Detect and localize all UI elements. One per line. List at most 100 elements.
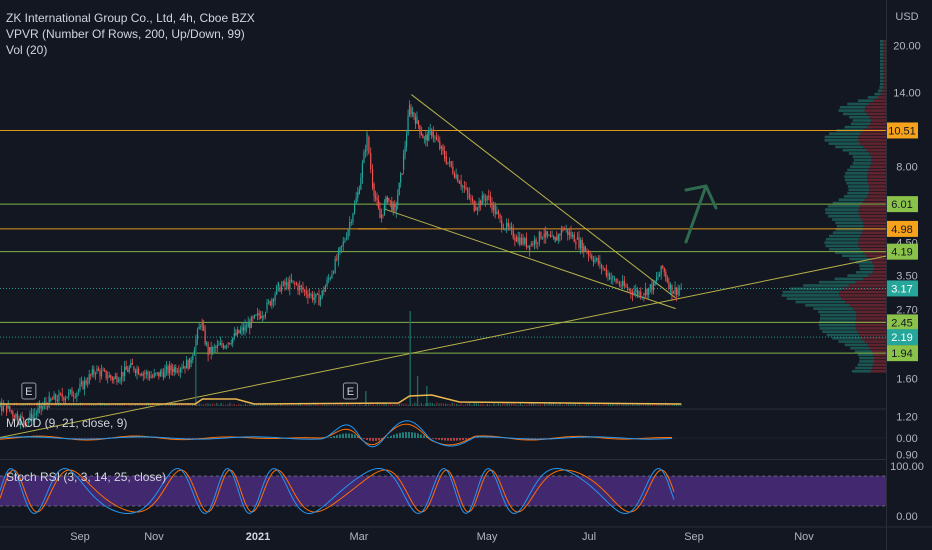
candle-body bbox=[468, 193, 470, 199]
vpvr-row-down bbox=[883, 66, 886, 69]
candle-body bbox=[636, 289, 639, 295]
wedge-lower-line bbox=[383, 208, 676, 310]
volume-bar bbox=[225, 404, 227, 406]
candle-body bbox=[184, 366, 186, 369]
candle-body bbox=[241, 327, 243, 331]
volume-bar bbox=[590, 402, 592, 406]
volume-bar bbox=[236, 404, 238, 406]
price-tag-4.98 bbox=[887, 220, 918, 237]
volume-bar bbox=[524, 404, 526, 406]
volume-bar bbox=[559, 402, 561, 406]
vpvr-row-up bbox=[822, 330, 858, 333]
volume-bar bbox=[0, 404, 2, 406]
candle-body bbox=[347, 229, 349, 238]
candle-body bbox=[470, 198, 472, 199]
candle-body bbox=[638, 291, 640, 295]
volume-bar bbox=[530, 402, 532, 406]
vpvr-row-up bbox=[857, 363, 874, 366]
candle-body bbox=[144, 373, 146, 374]
vpvr-row-down bbox=[883, 46, 886, 50]
candle-body bbox=[556, 237, 558, 241]
candle-body bbox=[264, 313, 266, 317]
candle-body bbox=[51, 398, 54, 400]
candle-body bbox=[581, 240, 583, 252]
volume-bar bbox=[53, 404, 55, 406]
candle-body bbox=[230, 343, 232, 345]
candle-body bbox=[455, 174, 457, 178]
candle-body bbox=[137, 368, 140, 375]
candle-body bbox=[488, 195, 490, 197]
macd-histogram-bar bbox=[438, 438, 440, 440]
volume-bar bbox=[106, 404, 108, 406]
macd-line bbox=[0, 420, 673, 448]
candle-body bbox=[476, 208, 479, 211]
volume-bar bbox=[24, 404, 26, 406]
candle-body bbox=[597, 258, 599, 264]
candle-body bbox=[21, 416, 23, 418]
time-tick-label: Jul bbox=[582, 531, 596, 543]
volume-bar bbox=[643, 403, 645, 406]
candle-body bbox=[426, 134, 428, 141]
vpvr-row-down bbox=[839, 294, 886, 297]
volume-bar bbox=[183, 404, 185, 406]
candle-body bbox=[277, 282, 279, 287]
vpvr-row-down bbox=[880, 92, 886, 96]
candle-body bbox=[607, 273, 609, 276]
candle-body bbox=[236, 329, 238, 336]
macd-histogram-bar bbox=[423, 435, 425, 438]
candle-body bbox=[654, 280, 656, 286]
candle-body bbox=[185, 360, 188, 369]
volume-bar bbox=[110, 404, 112, 406]
candle-body bbox=[617, 282, 619, 284]
volume-bar bbox=[284, 404, 286, 406]
candle-body bbox=[407, 115, 409, 136]
candle-body bbox=[364, 150, 367, 153]
volume-bar bbox=[390, 403, 392, 406]
candle-body bbox=[196, 329, 199, 340]
volume-bars bbox=[0, 311, 682, 406]
candle-body bbox=[131, 363, 133, 365]
volume-bar bbox=[678, 404, 680, 406]
volume-bar bbox=[638, 404, 640, 406]
candle-body bbox=[679, 288, 681, 290]
volume-bar bbox=[218, 404, 220, 406]
macd-histogram-bar bbox=[444, 438, 446, 441]
candle-body bbox=[635, 289, 637, 292]
candle-body bbox=[40, 404, 42, 409]
volume-bar bbox=[335, 403, 337, 406]
volume-bar bbox=[625, 404, 627, 406]
volume-bar bbox=[583, 404, 585, 406]
candle-body bbox=[370, 153, 372, 170]
volume-bar bbox=[412, 403, 414, 406]
candle-body bbox=[32, 415, 34, 421]
volume-bar bbox=[211, 403, 213, 406]
vpvr-row-down bbox=[845, 300, 886, 304]
candle-body bbox=[225, 346, 228, 348]
candle-body bbox=[535, 239, 537, 244]
candle-body bbox=[190, 360, 192, 364]
volume-bar bbox=[288, 404, 290, 406]
volume-bar bbox=[77, 404, 79, 406]
candle-body bbox=[324, 286, 327, 292]
stoch-d-line bbox=[0, 469, 675, 513]
candle-body bbox=[68, 391, 70, 397]
volume-bar bbox=[588, 403, 590, 406]
candle-body bbox=[496, 211, 498, 215]
candle-body bbox=[61, 393, 63, 398]
candle-body bbox=[514, 238, 516, 241]
candle-body bbox=[94, 374, 96, 375]
vpvr-profile bbox=[781, 40, 886, 373]
volume-bar bbox=[550, 403, 552, 406]
candle-body bbox=[602, 267, 604, 269]
candle-body bbox=[100, 370, 103, 377]
macd-histogram-bar bbox=[348, 433, 350, 438]
volume-bar bbox=[414, 402, 416, 406]
volume-bar bbox=[438, 403, 440, 406]
macd-histogram-bar bbox=[342, 433, 344, 438]
candle-body bbox=[379, 208, 381, 219]
vpvr-row-up bbox=[829, 247, 861, 251]
vpvr-row-up bbox=[832, 337, 862, 340]
stoch-k-line bbox=[0, 467, 675, 515]
candle-body bbox=[376, 197, 378, 201]
